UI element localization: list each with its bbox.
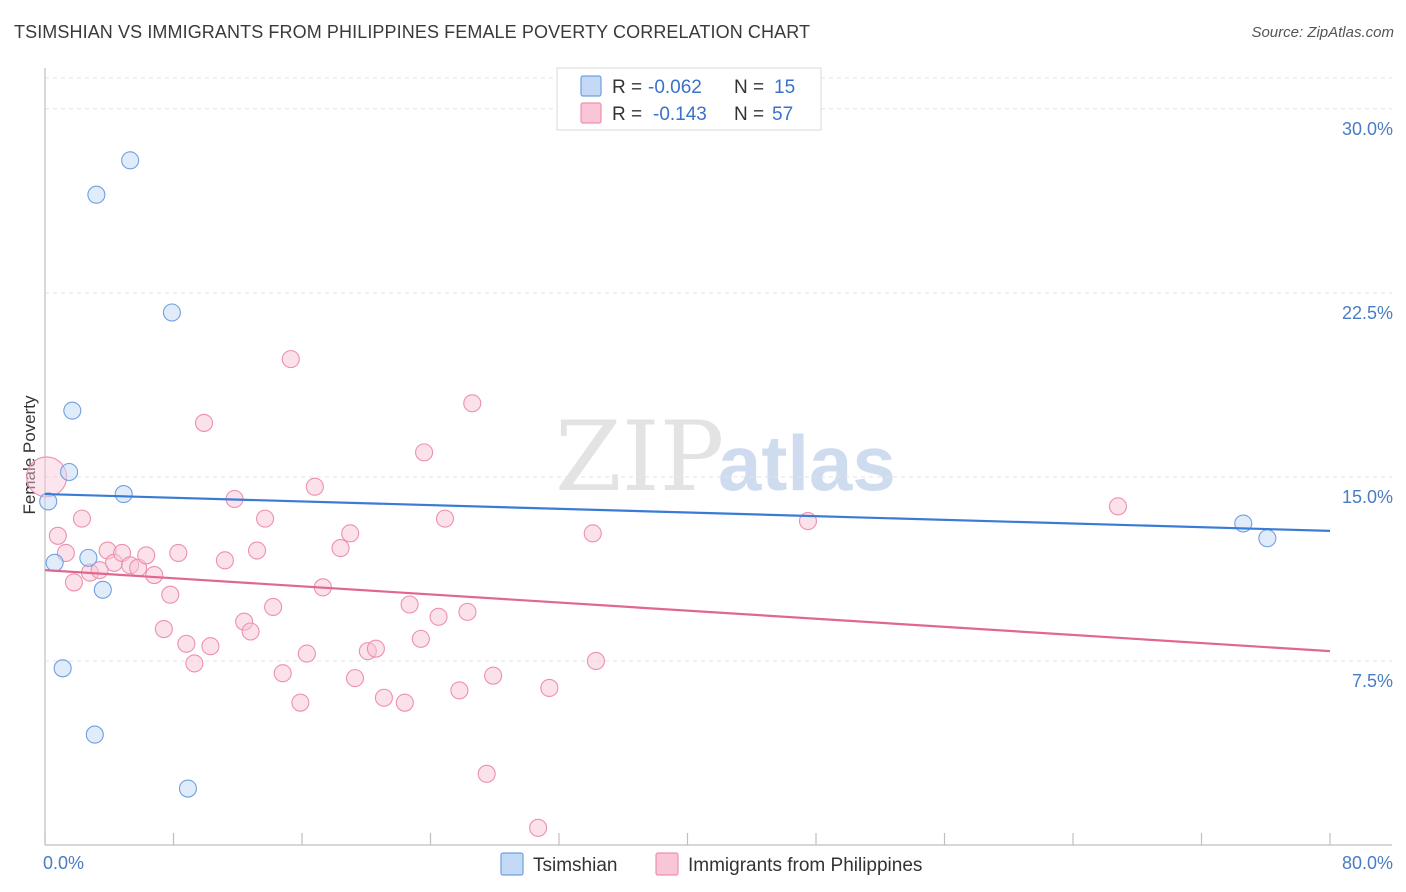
tsimshian-point: [1258, 529, 1277, 548]
tsimshian-point: [85, 725, 104, 744]
philippines-point: [366, 639, 385, 658]
philippines-point: [137, 546, 156, 565]
philippines-trend-line: [44, 569, 1331, 653]
philippines-point: [458, 602, 477, 621]
philippines-point: [400, 595, 419, 614]
philippines-point: [145, 566, 164, 585]
philippines-point: [201, 637, 220, 656]
legend-n-label-1: N =: [734, 77, 764, 98]
y-tick-label: 15.0%: [1342, 487, 1393, 507]
x-tick-label-max: 80.0%: [1342, 853, 1393, 873]
legend-n-value-2: 57: [772, 104, 793, 125]
philippines-point: [64, 573, 83, 592]
tsimshian-point: [114, 485, 133, 504]
philippines-point: [374, 688, 393, 707]
tsimshian-point: [79, 548, 98, 567]
tsimshian-point: [39, 492, 58, 511]
philippines-point: [305, 477, 324, 496]
x-tick-marks: [44, 833, 1331, 845]
philippines-point: [215, 551, 234, 570]
philippines-point: [540, 678, 559, 697]
y-tick-label: 30.0%: [1342, 119, 1393, 139]
y-tick-label: 22.5%: [1342, 303, 1393, 323]
philippines-points: [26, 350, 1128, 837]
philippines-point: [247, 541, 267, 560]
tsimshian-point: [87, 185, 106, 204]
philippines-point: [477, 764, 496, 783]
watermark-atlas: atlas: [718, 419, 896, 507]
philippines-point: [484, 666, 503, 685]
philippines-point: [256, 509, 275, 528]
philippines-point: [194, 413, 214, 432]
philippines-point: [463, 394, 482, 413]
philippines-point: [1108, 497, 1128, 516]
philippines-point: [291, 693, 310, 712]
philippines-point: [345, 669, 365, 688]
tsimshian-trend-line: [44, 492, 1331, 532]
philippines-point: [169, 543, 188, 563]
series-legend-swatch-tsimshian: [500, 852, 524, 876]
philippines-point: [415, 443, 434, 462]
x-tick-label-min: 0.0%: [43, 853, 84, 873]
philippines-point: [177, 634, 196, 653]
tsimshian-point: [93, 580, 112, 599]
watermark: ZIP atlas: [555, 401, 896, 513]
philippines-point: [529, 818, 548, 837]
series-legend-swatch-philippines: [655, 852, 679, 876]
philippines-point: [429, 607, 448, 626]
tsimshian-point: [60, 462, 79, 482]
philippines-point: [411, 629, 430, 648]
source-label: Source: ZipAtlas.com: [1251, 24, 1394, 41]
philippines-point: [435, 509, 455, 528]
tsimshian-point: [45, 553, 64, 572]
philippines-point: [395, 693, 414, 712]
series-legend-label-philippines: Immigrants from Philippines: [688, 855, 922, 876]
philippines-point: [586, 651, 605, 671]
tsimshian-point: [63, 401, 82, 420]
philippines-point: [341, 524, 360, 543]
stats-legend: R = -0.062 N = 15 R = -0.143 N = 57: [556, 67, 822, 131]
legend-r-value-2: -0.143: [653, 104, 707, 125]
series-legend-label-tsimshian: Tsimshian: [533, 855, 617, 876]
watermark-zip: ZIP: [555, 401, 724, 513]
tsimshian-point: [178, 779, 198, 798]
philippines-point: [273, 664, 292, 683]
philippines-point: [26, 456, 68, 498]
philippines-point: [185, 654, 204, 673]
legend-r-label-1: R =: [612, 77, 642, 98]
tsimshian-point: [53, 659, 72, 678]
philippines-point: [297, 644, 316, 663]
legend-swatch-tsimshian: [580, 75, 602, 97]
philippines-point: [331, 539, 350, 558]
tsimshian-point: [121, 151, 140, 170]
philippines-point: [264, 597, 283, 617]
philippines-point: [281, 350, 300, 369]
legend-n-value-1: 15: [774, 77, 795, 98]
philippines-point: [154, 620, 173, 639]
tsimshian-point: [162, 303, 181, 322]
philippines-point: [48, 526, 67, 545]
philippines-point: [241, 622, 260, 641]
y-tick-label: 7.5%: [1352, 671, 1393, 691]
legend-r-label-2: R =: [612, 104, 642, 125]
philippines-point: [161, 585, 180, 604]
chart-title: TSIMSHIAN VS IMMIGRANTS FROM PHILIPPINES…: [14, 22, 811, 42]
philippines-point: [72, 509, 91, 528]
legend-n-label-2: N =: [734, 104, 764, 125]
philippines-point: [583, 524, 602, 543]
series-legend: Tsimshian Immigrants from Philippines: [500, 852, 922, 876]
legend-r-value-1: -0.062: [648, 77, 702, 98]
gridlines: [45, 77, 1392, 662]
philippines-point: [450, 681, 469, 700]
legend-swatch-philippines: [580, 102, 602, 124]
y-axis-title: Female Poverty: [20, 395, 39, 515]
y-tick-labels: 7.5% 15.0% 22.5% 30.0%: [1342, 119, 1393, 691]
